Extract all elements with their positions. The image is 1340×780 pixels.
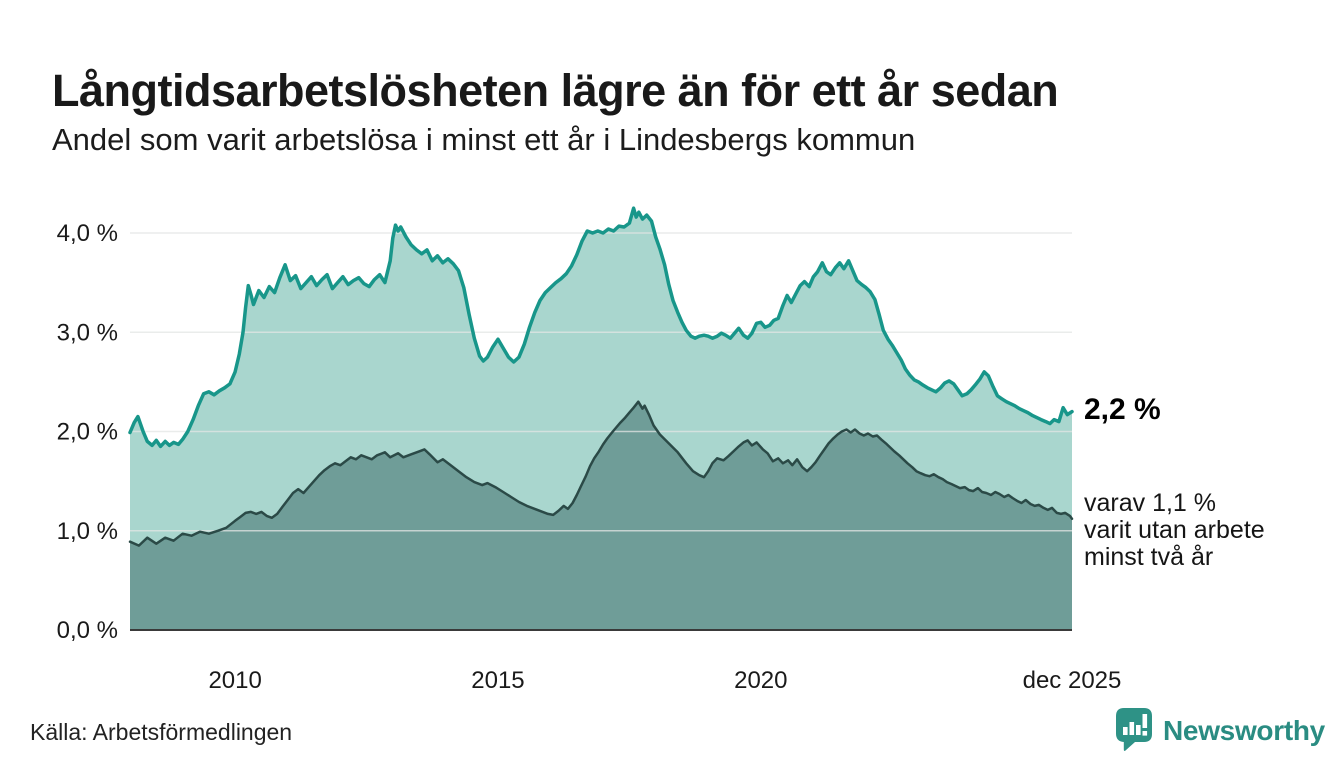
y-tick-label: 3,0 % xyxy=(57,319,118,346)
end-note-line: varav 1,1 % xyxy=(1084,489,1217,517)
x-tick-label: 2020 xyxy=(734,667,787,694)
newsworthy-wordmark: Newsworthy xyxy=(1163,715,1325,746)
y-tick-label: 2,0 % xyxy=(57,419,118,446)
end-note-line: minst två år xyxy=(1084,543,1214,571)
area-fill-two-years xyxy=(130,401,1072,630)
x-tick-label: dec 2025 xyxy=(1023,667,1122,694)
y-tick-label: 1,0 % xyxy=(57,518,118,545)
series-end-value-label: 2,2 % xyxy=(1084,393,1161,426)
chart-subtitle: Andel som varit arbetslösa i minst ett å… xyxy=(52,122,916,157)
source-attribution: Källa: Arbetsförmedlingen xyxy=(30,719,293,745)
series-line-one-year xyxy=(128,206,1074,449)
newsworthy-logo-icon xyxy=(1114,706,1154,757)
end-note-line: varit utan arbete xyxy=(1084,516,1265,544)
x-tick-label: 2010 xyxy=(208,667,261,694)
y-tick-label: 0,0 % xyxy=(57,617,118,644)
series-end-note: varav 1,1 % varit utan arbete minst två … xyxy=(1084,490,1265,571)
newsworthy-brand: Newsworthy xyxy=(1114,706,1325,757)
series-line-two-years xyxy=(128,400,1074,547)
y-tick-label: 4,0 % xyxy=(57,220,118,247)
page-title: Långtidsarbetslösheten lägre än för ett … xyxy=(52,65,1059,117)
x-tick-label: 2015 xyxy=(471,667,524,694)
